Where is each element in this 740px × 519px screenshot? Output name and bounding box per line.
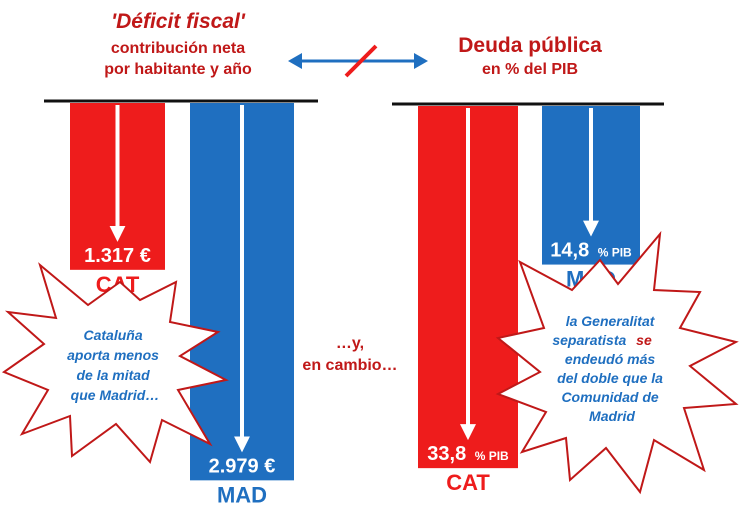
callout-right-line: endeudó más: [565, 351, 655, 367]
value-label-mad-debt: 14,8 % PIB: [550, 240, 632, 262]
callout-right-line: Comunidad de: [561, 389, 658, 405]
callout-right-line: la Generalitat: [566, 313, 656, 329]
not-equal-double-arrow-icon: [288, 44, 428, 78]
left-chart-subtitle-1: contribución neta: [111, 40, 245, 57]
category-label-mad: MAD: [217, 482, 267, 507]
middle-text-1: …y,: [336, 335, 364, 352]
left-chart-title: 'Déficit fiscal': [111, 10, 246, 33]
svg-text:Cataluña aporta menos: Cataluña aporta menos de la mitad que Ma…: [67, 327, 163, 403]
callout-left-line: que Madrid…: [71, 387, 160, 403]
value-number: 33,8: [427, 443, 466, 465]
callout-right-line: del doble que la: [557, 370, 663, 386]
middle-text-2: en cambio…: [302, 357, 397, 374]
value-number: 14,8: [550, 240, 589, 262]
callout-right-line: Madrid: [589, 408, 635, 424]
value-label-mad-deficit: 2.979 €: [209, 455, 276, 477]
callout-right-line: separatista: [552, 332, 626, 348]
value-label-cat-debt: 33,8 % PIB: [427, 443, 509, 465]
value-unit: % PIB: [475, 449, 509, 463]
value-unit: % PIB: [598, 246, 632, 260]
right-chart-title: Deuda pública: [458, 34, 602, 57]
starburst-left-shape: [1, 262, 229, 465]
callout-left-line: de la mitad: [76, 367, 150, 383]
left-chart-subtitle-2: por habitante y año: [104, 61, 252, 78]
category-label-cat: CAT: [446, 470, 490, 495]
callout-left: Cataluña aporta menos de la mitad que Ma…: [1, 262, 229, 465]
callout-left-line: Cataluña: [83, 327, 142, 343]
value-label-cat-deficit: 1.317 €: [84, 245, 151, 267]
right-chart-subtitle: en % del PIB: [482, 61, 578, 78]
callout-left-line: aporta menos: [67, 347, 159, 363]
callout-right: la Generalitat separatista se endeudó má…: [495, 230, 739, 495]
svg-text:la Generalitat separatis: la Generalitat separatista se endeudó má…: [552, 313, 666, 424]
starburst-right-shape: [495, 230, 739, 495]
callout-right-line: se: [636, 332, 652, 348]
